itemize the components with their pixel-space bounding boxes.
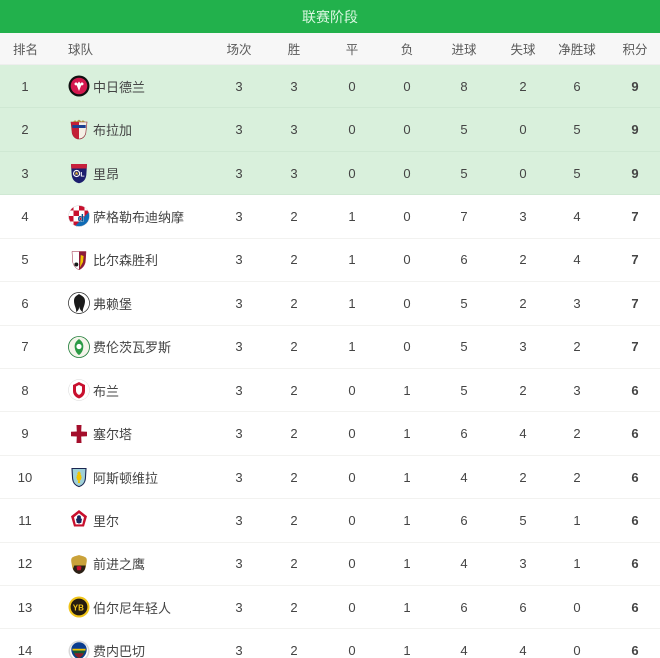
svg-text:d: d [78, 214, 84, 225]
svg-text:YB: YB [73, 604, 84, 613]
svg-text:L: L [80, 171, 84, 178]
